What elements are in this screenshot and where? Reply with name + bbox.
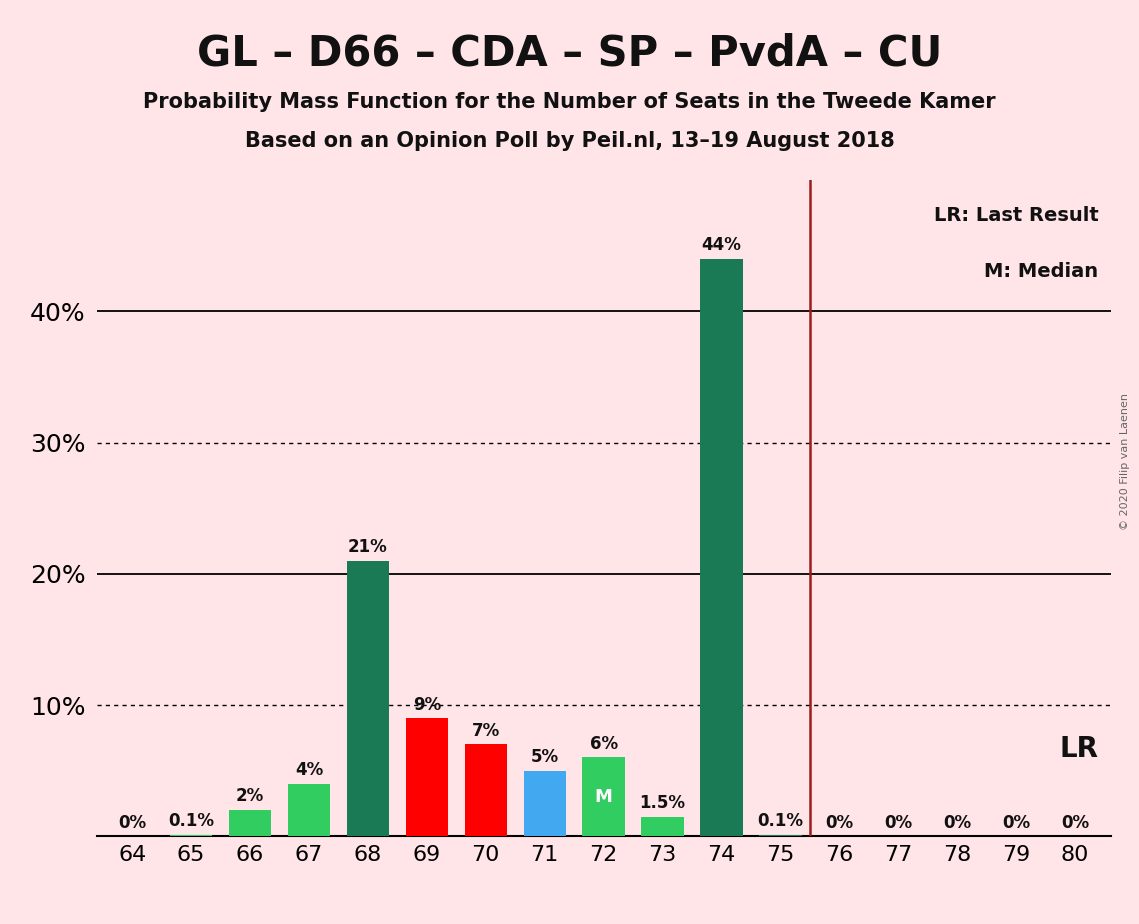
Bar: [346, 561, 390, 836]
Text: 2%: 2%: [236, 787, 264, 806]
Text: GL – D66 – CDA – SP – PvdA – CU: GL – D66 – CDA – SP – PvdA – CU: [197, 32, 942, 74]
Text: 0%: 0%: [1002, 814, 1031, 832]
Bar: [760, 835, 802, 836]
Text: 1.5%: 1.5%: [640, 794, 686, 812]
Text: 0%: 0%: [884, 814, 912, 832]
Bar: [288, 784, 330, 836]
Bar: [641, 817, 683, 836]
Bar: [465, 745, 507, 836]
Bar: [405, 718, 448, 836]
Text: 0.1%: 0.1%: [169, 812, 214, 831]
Bar: [524, 771, 566, 836]
Bar: [229, 810, 271, 836]
Text: 7%: 7%: [472, 722, 500, 740]
Text: 21%: 21%: [349, 538, 387, 556]
Text: 0%: 0%: [826, 814, 853, 832]
Bar: [170, 835, 212, 836]
Text: Probability Mass Function for the Number of Seats in the Tweede Kamer: Probability Mass Function for the Number…: [144, 92, 995, 113]
Text: 0%: 0%: [1062, 814, 1089, 832]
Text: LR: Last Result: LR: Last Result: [934, 206, 1098, 225]
Text: Based on an Opinion Poll by Peil.nl, 13–19 August 2018: Based on an Opinion Poll by Peil.nl, 13–…: [245, 131, 894, 152]
Bar: [700, 259, 743, 836]
Text: 44%: 44%: [702, 237, 741, 254]
Text: © 2020 Filip van Laenen: © 2020 Filip van Laenen: [1121, 394, 1130, 530]
Text: 5%: 5%: [531, 748, 559, 766]
Text: 0%: 0%: [943, 814, 972, 832]
Bar: [582, 758, 625, 836]
Text: 4%: 4%: [295, 761, 323, 779]
Text: M: Median: M: Median: [984, 262, 1098, 281]
Text: LR: LR: [1059, 735, 1098, 762]
Text: 6%: 6%: [590, 735, 617, 753]
Text: M: M: [595, 788, 613, 806]
Text: 0.1%: 0.1%: [757, 812, 803, 831]
Text: 0%: 0%: [118, 814, 146, 832]
Text: 9%: 9%: [412, 696, 441, 713]
